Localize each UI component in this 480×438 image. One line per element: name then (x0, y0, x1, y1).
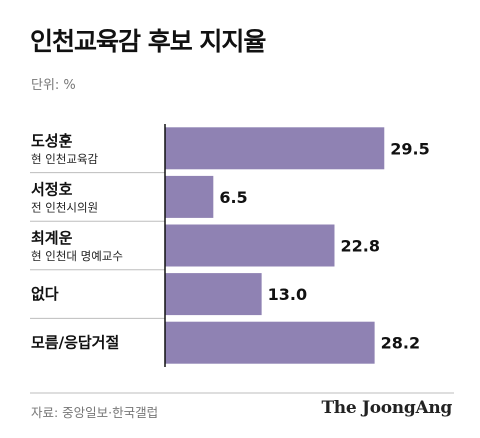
category-label-4: 모름/응답거절 (31, 334, 119, 352)
bar-4 (165, 321, 375, 364)
publisher-logo: The JoongAng (321, 398, 452, 418)
value-label-4: 28.2 (381, 334, 420, 353)
category-sublabel-2: 현 인천대 명예교수 (31, 249, 123, 263)
bar-3 (165, 273, 262, 316)
bar-2 (165, 224, 335, 267)
category-label-3: 없다 (31, 285, 59, 303)
unit-label: 단위: % (31, 78, 76, 93)
category-label-1: 서정호 (31, 181, 73, 199)
chart-title: 인천교육감 후보 지지율 (30, 27, 266, 56)
bar-1 (165, 175, 214, 218)
category-label-2: 최계운 (31, 229, 73, 247)
value-label-2: 22.8 (340, 237, 379, 256)
value-label-3: 13.0 (268, 285, 307, 304)
value-label-1: 6.5 (219, 188, 247, 207)
category-label-0: 도성훈 (31, 132, 73, 150)
category-sublabel-1: 전 인천시의원 (31, 201, 98, 215)
source-note: 자료: 중앙일보·한국갤럽 (31, 405, 159, 420)
value-label-0: 29.5 (390, 139, 429, 158)
category-sublabel-0: 현 인천교육감 (31, 152, 99, 166)
bar-0 (165, 127, 385, 170)
